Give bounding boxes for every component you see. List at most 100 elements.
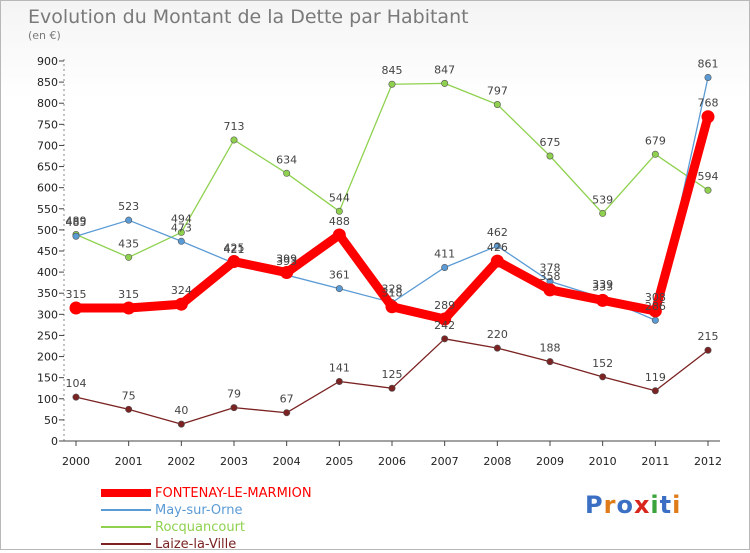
y-tick-label: 650	[37, 161, 58, 174]
data-label: 845	[382, 64, 403, 77]
data-label: 324	[171, 284, 192, 297]
data-point	[335, 207, 343, 215]
data-label: 361	[329, 269, 350, 282]
y-tick-label: 350	[37, 287, 58, 300]
data-point	[493, 344, 501, 352]
data-point	[704, 186, 712, 194]
data-point	[441, 263, 449, 271]
data-point	[490, 254, 504, 268]
y-tick-label: 750	[37, 118, 58, 131]
data-label: 40	[174, 404, 188, 417]
data-label: 462	[487, 226, 508, 239]
data-point	[599, 373, 607, 381]
data-point	[335, 285, 343, 293]
chart-subtitle: (en €)	[28, 29, 61, 42]
proxiti-logo: Proxiti	[585, 491, 681, 519]
data-point	[280, 266, 294, 280]
data-label: 152	[592, 357, 613, 370]
data-point	[177, 420, 185, 428]
series-laize-la-ville	[72, 335, 712, 428]
data-label: 797	[487, 84, 508, 97]
data-point	[174, 297, 188, 311]
chart-title: Evolution du Montant de la Dette par Hab…	[28, 6, 469, 28]
data-point	[438, 312, 452, 326]
data-point	[125, 405, 133, 413]
data-label: 220	[487, 328, 508, 341]
data-label: 119	[645, 371, 666, 384]
y-tick-label: 500	[37, 224, 58, 237]
x-tick-label: 2002	[167, 455, 195, 468]
data-label: 435	[118, 237, 139, 250]
legend-item: Rocquancourt	[101, 519, 312, 536]
data-label: 768	[698, 97, 719, 110]
data-label: 488	[329, 215, 350, 228]
logo-letter: x	[633, 491, 651, 519]
y-tick-label: 900	[37, 55, 58, 68]
data-point	[701, 110, 715, 124]
logo-letter: i	[672, 491, 682, 519]
data-label: 675	[540, 136, 561, 149]
series-line	[75, 338, 709, 425]
data-label: 286	[645, 300, 666, 313]
data-point	[651, 387, 659, 395]
data-label: 861	[698, 57, 719, 70]
logo-letter: P	[585, 491, 604, 519]
data-label: 339	[592, 278, 613, 291]
x-tick-label: 2005	[325, 455, 353, 468]
legend-swatch	[101, 543, 151, 545]
data-point	[651, 150, 659, 158]
legend-item: May-sur-Orne	[101, 502, 312, 519]
y-tick-label: 550	[37, 203, 58, 216]
y-tick-label: 450	[37, 245, 58, 258]
data-point	[599, 209, 607, 217]
data-label: 79	[227, 388, 241, 401]
data-label: 494	[171, 212, 192, 225]
y-tick-label: 400	[37, 266, 58, 279]
legend-swatch	[101, 526, 151, 528]
data-point	[72, 232, 80, 240]
x-tick-label: 2011	[641, 455, 669, 468]
logo-letter: t	[659, 491, 673, 519]
data-point	[125, 253, 133, 261]
x-tick-label: 2009	[536, 455, 564, 468]
data-label: 308	[645, 291, 666, 304]
x-tick-label: 2003	[220, 455, 248, 468]
data-point	[177, 237, 185, 245]
data-point	[441, 335, 449, 343]
data-label: 489	[66, 215, 87, 228]
y-tick-label: 0	[51, 435, 58, 448]
data-point	[704, 346, 712, 354]
data-label: 539	[592, 193, 613, 206]
data-label: 75	[122, 389, 136, 402]
data-label: 315	[118, 288, 139, 301]
x-tick-label: 2010	[589, 455, 617, 468]
x-tick-label: 2012	[694, 455, 722, 468]
data-point	[227, 255, 241, 269]
data-point	[177, 228, 185, 236]
data-label: 215	[698, 330, 719, 343]
data-point	[493, 100, 501, 108]
data-label: 104	[66, 377, 87, 390]
data-point	[546, 358, 554, 366]
data-label: 544	[329, 191, 350, 204]
y-tick-label: 150	[37, 372, 58, 385]
legend-item: Laize-la-Ville	[101, 536, 312, 553]
data-point	[388, 384, 396, 392]
y-tick-label: 300	[37, 308, 58, 321]
legend-swatch	[101, 489, 151, 497]
data-label: 411	[434, 247, 455, 260]
data-labels: 104 75 40 79 67 141 125 242 220 188 152 119 215 489 43…	[66, 57, 719, 417]
legend-label: Laize-la-Ville	[155, 537, 237, 552]
legend-label: FONTENAY-LE-MARMION	[155, 486, 312, 501]
data-label: 713	[224, 120, 245, 133]
data-label: 188	[540, 342, 561, 355]
data-label: 485	[66, 216, 87, 229]
data-point	[543, 283, 557, 297]
legend-label: May-sur-Orne	[155, 503, 243, 518]
data-label: 318	[382, 287, 403, 300]
legend: FONTENAY-LE-MARMION May-sur-Orne Rocquanco…	[101, 485, 312, 553]
data-point	[230, 404, 238, 412]
data-point	[704, 73, 712, 81]
logo-letter: i	[650, 491, 660, 519]
